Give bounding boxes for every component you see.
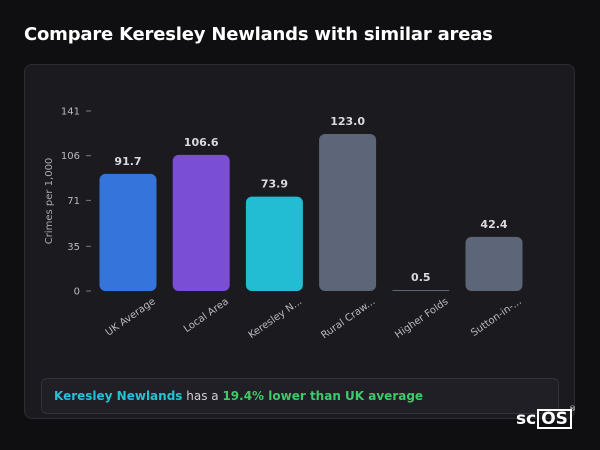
bar-value-label: 42.4 <box>480 218 507 231</box>
summary-comparison: 19.4% lower than UK average <box>222 389 424 403</box>
bar-value-label: 106.6 <box>184 136 219 149</box>
bar-value-label: 73.9 <box>261 178 288 191</box>
bar <box>172 154 230 291</box>
bar-value-label: 123.0 <box>330 115 365 128</box>
x-category-label: UK Average <box>104 296 158 338</box>
y-tick-label: 35 <box>67 242 80 253</box>
summary-banner: Keresley Newlands has a 19.4% lower than… <box>41 378 559 414</box>
bar <box>99 173 157 291</box>
x-category-label: Rural Craw... <box>319 296 377 341</box>
y-tick-label: 106 <box>61 151 80 162</box>
logo-registered-mark: ® <box>569 405 576 413</box>
y-axis-label: Crimes per 1,000 <box>44 158 55 245</box>
x-category-label: Sutton-in-... <box>469 296 524 339</box>
y-tick-label: 71 <box>67 196 80 207</box>
chart-card: Crimes per 1,000 0 35 71 106 141 91.7 UK Averag… <box>24 64 575 419</box>
page-title: Compare Keresley Newlands with similar a… <box>24 24 493 45</box>
y-tick-label: 0 <box>74 287 80 298</box>
x-category-label: Local Area <box>182 296 231 335</box>
summary-text: has a <box>182 389 223 403</box>
bar <box>245 196 303 291</box>
logo-box-text: OS <box>537 409 572 429</box>
bar-value-label: 91.7 <box>114 155 141 168</box>
bar <box>392 290 450 291</box>
bar-value-label: 0.5 <box>411 271 431 284</box>
bar-chart: Crimes per 1,000 0 35 71 106 141 91.7 UK Averag… <box>44 107 524 342</box>
bar <box>319 133 377 291</box>
x-category-label: Higher Folds <box>393 296 450 341</box>
logo-text: sc <box>516 409 537 429</box>
x-category-label: Keresley N... <box>247 296 305 341</box>
scos-logo: sc OS ® <box>516 405 576 431</box>
y-tick-label: 141 <box>61 107 80 118</box>
summary-area-name: Keresley Newlands <box>54 389 183 403</box>
bar <box>465 236 523 291</box>
